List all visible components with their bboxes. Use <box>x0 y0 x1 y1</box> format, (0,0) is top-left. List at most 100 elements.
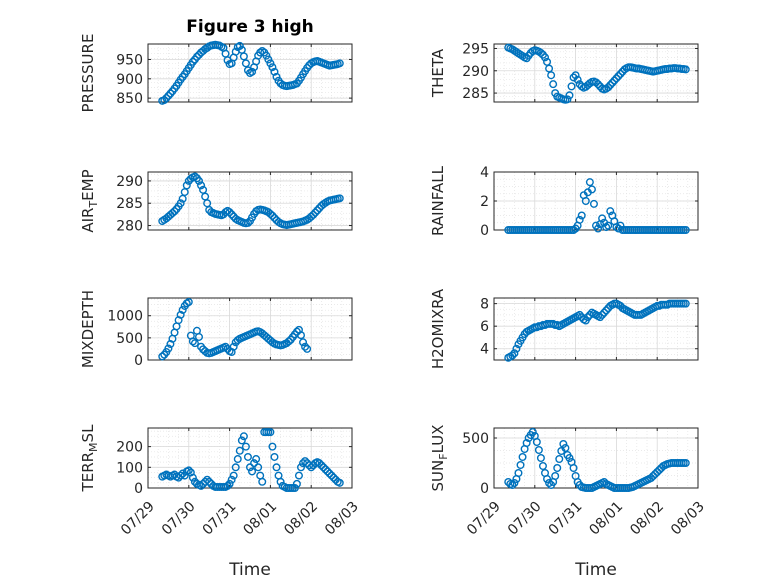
data-point <box>569 73 578 82</box>
data-point <box>596 313 605 322</box>
data-point <box>594 80 603 89</box>
data-point <box>268 211 277 220</box>
data-point <box>569 225 578 234</box>
data-point <box>241 59 250 68</box>
data-point <box>225 479 234 488</box>
x-tick-label: 07/30 <box>505 499 545 539</box>
data-point <box>307 463 316 472</box>
data-point <box>555 455 564 464</box>
data-point <box>610 76 619 85</box>
data-point <box>313 206 322 215</box>
data-point <box>575 310 584 319</box>
data-point <box>239 52 248 61</box>
y-tick-label: 4 <box>480 165 489 181</box>
x-tick-label: 07/29 <box>118 499 158 539</box>
y-tick-label: 295 <box>462 41 489 57</box>
axes-frame <box>147 297 353 361</box>
data-point <box>508 481 517 490</box>
data-point <box>178 305 187 314</box>
data-point <box>602 306 611 315</box>
data-point <box>508 351 517 360</box>
y-axis-label: H2OMIXRA <box>429 288 447 369</box>
data-point <box>583 313 592 322</box>
y-tick-label: 290 <box>462 64 489 80</box>
data-point <box>284 337 293 346</box>
data-point <box>647 474 656 483</box>
y-tick-label: 850 <box>116 91 143 107</box>
data-point <box>301 342 310 351</box>
y-tick-label: 4 <box>480 342 489 358</box>
y-axis-label: AIRTEMP <box>79 169 100 232</box>
data-point <box>299 338 308 347</box>
data-point <box>262 51 271 60</box>
data-point <box>536 454 545 463</box>
x-axis-label: Time <box>228 560 271 580</box>
data-point <box>559 440 568 449</box>
data-point <box>543 475 552 484</box>
subplot-pressure: 850 900 950 PRESSURE Figure 3 high <box>79 17 353 112</box>
data-point <box>268 442 277 451</box>
data-point <box>681 299 690 308</box>
data-point <box>272 463 281 472</box>
x-tick-label: 08/03 <box>322 499 362 539</box>
data-point <box>194 332 203 341</box>
data-point <box>309 210 318 219</box>
data-point <box>602 223 611 232</box>
data-point <box>294 471 303 480</box>
data-point <box>681 225 690 234</box>
data-point <box>241 442 250 451</box>
data-point <box>545 479 554 488</box>
data-point <box>227 475 236 484</box>
data-point <box>585 178 594 187</box>
data-point <box>166 89 175 98</box>
data-point <box>612 74 621 83</box>
data-point <box>250 459 259 468</box>
y-tick-label: 290 <box>116 174 143 190</box>
y-tick-label: 0 <box>480 481 489 497</box>
y-tick-label: 0 <box>480 223 489 239</box>
x-tick-label: 07/30 <box>159 499 199 539</box>
data-point <box>516 461 525 470</box>
data-point <box>266 209 275 218</box>
y-tick-label: 100 <box>116 460 143 476</box>
subplot-theta: 285 290 295 THETA <box>429 41 699 104</box>
data-point <box>651 470 660 479</box>
data-point <box>534 446 543 455</box>
y-axis-label: RAINFALL <box>429 165 447 236</box>
data-point <box>565 454 574 463</box>
data-point <box>317 461 326 470</box>
data-point <box>270 452 279 461</box>
data-point <box>604 83 613 92</box>
data-point <box>551 472 560 481</box>
data-point <box>325 469 334 478</box>
data-point <box>221 342 230 351</box>
y-tick-label: 200 <box>116 440 143 456</box>
x-tick-label: 08/01 <box>240 499 280 539</box>
data-point <box>592 78 601 87</box>
axes-frame <box>147 171 353 231</box>
data-point <box>164 91 173 100</box>
data-point <box>297 463 306 472</box>
data-point <box>270 213 279 222</box>
data-point <box>681 459 690 468</box>
data-point <box>268 63 277 72</box>
data-point <box>606 81 615 90</box>
data-point <box>168 209 177 218</box>
axes-frame <box>147 43 353 103</box>
data-point <box>176 310 185 319</box>
data-point <box>569 464 578 473</box>
data-point <box>182 181 191 190</box>
data-point <box>197 181 206 190</box>
data-point <box>655 466 664 475</box>
data-point <box>549 80 558 89</box>
x-tick-label: 07/31 <box>546 499 586 539</box>
subplot-air-temp: 280 285 290 AIRTEMP <box>79 169 353 235</box>
data-point <box>567 82 576 91</box>
data-point <box>307 212 316 221</box>
data-point <box>522 439 531 448</box>
y-axis-label: MIXDEPTH <box>79 290 97 368</box>
data-point <box>575 215 584 224</box>
data-point <box>612 223 621 232</box>
data-point <box>547 71 556 80</box>
